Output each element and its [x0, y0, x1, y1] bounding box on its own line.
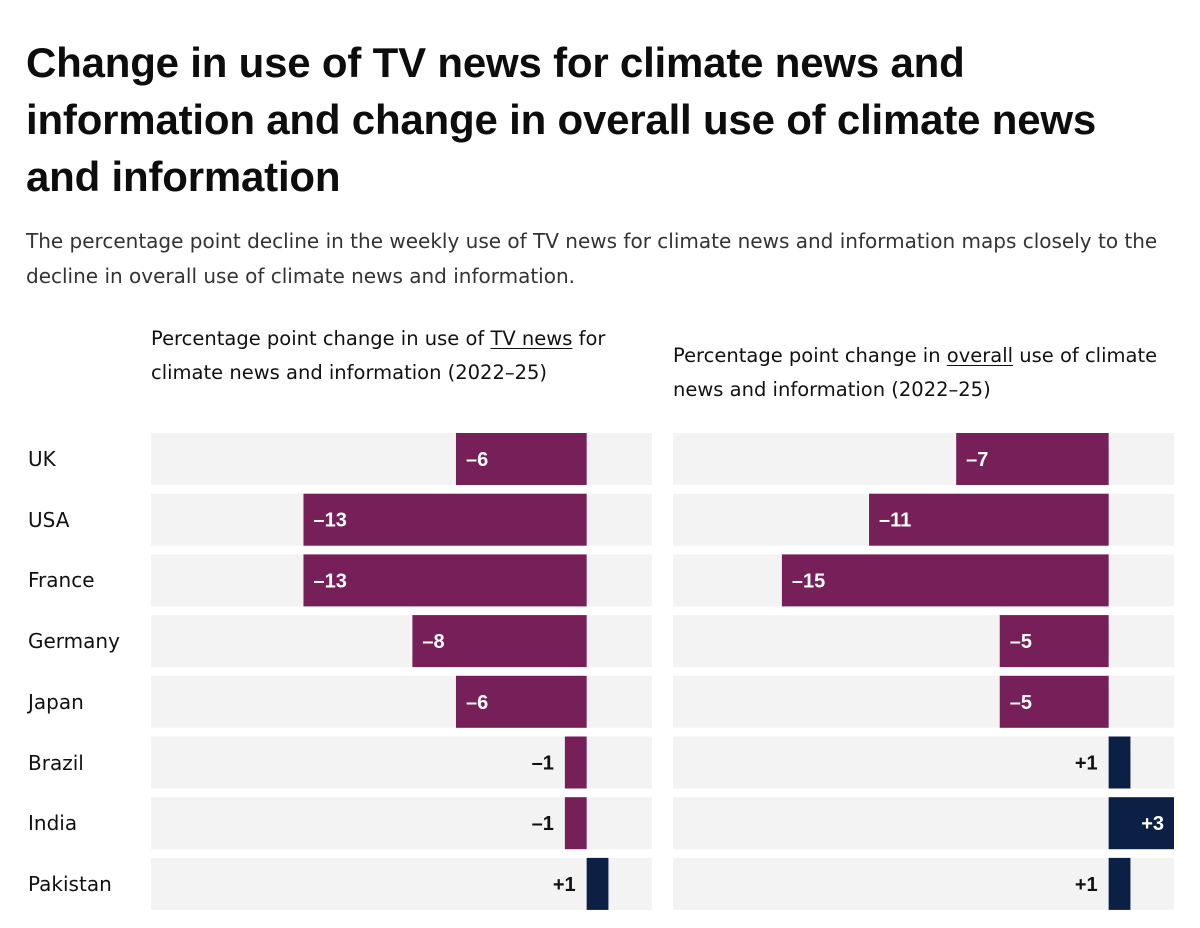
bar — [1108, 797, 1174, 850]
data-label: –13 — [313, 570, 346, 592]
bar — [999, 615, 1109, 668]
chart-subtitle: The percentage point decline in the week… — [26, 229, 1158, 288]
bar — [412, 615, 587, 668]
category-label: Germany — [28, 629, 120, 654]
bar-track — [151, 857, 652, 910]
data-label: –7 — [966, 449, 988, 471]
data-label: –5 — [1010, 631, 1032, 653]
category-label: UK — [28, 447, 56, 471]
data-label: –8 — [422, 631, 444, 653]
bar — [956, 433, 1109, 485]
category-label: Japan — [28, 689, 84, 714]
panel-1: –7 –11 –15 –5 –5 +1 +3 +1 — [673, 433, 1174, 910]
bar — [303, 554, 587, 607]
panel-0: –6 –13 –13 –8 –6 –1 –1 +1 — [151, 433, 652, 910]
chart-title: Change in use of TV news for climate new… — [26, 39, 1096, 200]
category-label: Brazil — [28, 750, 84, 775]
data-label: –13 — [313, 510, 346, 532]
data-label: –6 — [466, 692, 488, 714]
panel-title-part: Percentage point change in — [673, 344, 947, 367]
bar — [455, 675, 587, 728]
panel-title-part: for climate news and information (2022–2… — [151, 327, 606, 384]
data-label: +1 — [553, 874, 576, 896]
data-label: –15 — [792, 570, 825, 592]
category-label: India — [28, 811, 78, 836]
bar-track — [673, 857, 1174, 910]
panel-title-tv-news: Percentage point change in use of TV new… — [151, 322, 651, 390]
panel-title-emphasis: TV news — [490, 327, 573, 350]
bar — [1108, 857, 1131, 910]
category-label: USA — [28, 507, 70, 532]
data-label: –5 — [1010, 692, 1032, 714]
data-label: –1 — [532, 813, 554, 835]
category-label: France — [28, 568, 95, 593]
bar — [455, 433, 587, 485]
panel-title-overall: Percentage point change in overall use o… — [673, 339, 1173, 407]
data-label: –1 — [532, 753, 554, 775]
bar-track — [673, 797, 1174, 850]
data-label: +1 — [1075, 753, 1098, 775]
bar — [303, 493, 587, 546]
panel-title-emphasis: overall — [946, 344, 1014, 367]
bar — [781, 554, 1109, 607]
data-label: +1 — [1075, 874, 1098, 896]
data-label: –6 — [466, 449, 488, 471]
bar — [869, 493, 1109, 546]
category-label: Pakistan — [28, 871, 112, 896]
bar — [564, 797, 587, 850]
data-label: +3 — [1141, 813, 1164, 835]
bar — [586, 857, 609, 910]
data-label: –11 — [879, 510, 911, 532]
bar — [999, 675, 1109, 728]
bar — [1108, 736, 1131, 789]
panel-title-part: use of climate news and information (202… — [673, 344, 1158, 401]
bar — [564, 736, 587, 789]
panel-title-part: Percentage point change in use of — [151, 327, 491, 350]
bar-track — [673, 736, 1174, 789]
